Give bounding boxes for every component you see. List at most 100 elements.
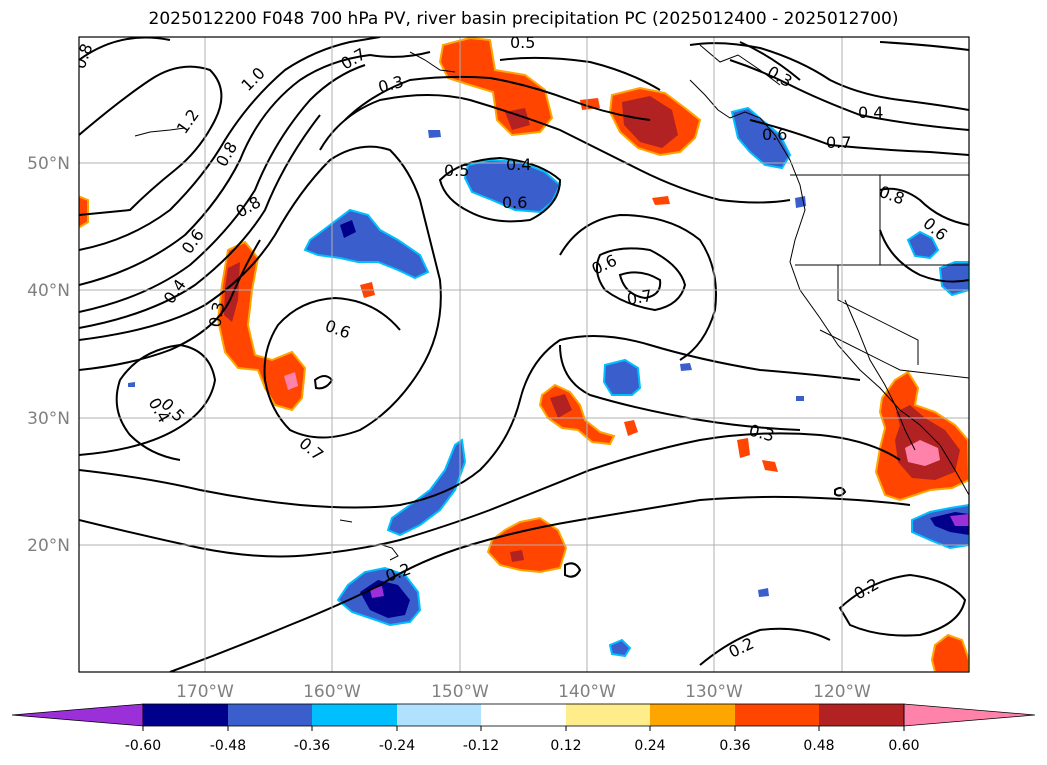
anomaly-patch bbox=[550, 394, 572, 418]
anomaly-patch bbox=[128, 382, 135, 387]
contour-line bbox=[595, 247, 687, 312]
lon-label-160w: 160°W bbox=[303, 682, 361, 702]
contour-line bbox=[749, 119, 969, 156]
colorbar-tick-labels: -0.60 -0.48 -0.36 -0.24 -0.12 0.12 0.24 … bbox=[125, 738, 920, 754]
anomaly-patch bbox=[428, 130, 441, 138]
colorbar-lower-extend bbox=[11, 703, 144, 727]
colorbar-bin bbox=[481, 704, 566, 726]
latitude-labels: 50°N 40°N 30°N 20°N bbox=[27, 154, 70, 556]
pv-contours bbox=[79, 37, 969, 672]
contour-line bbox=[319, 94, 791, 204]
anomaly-patch bbox=[730, 106, 792, 170]
anomaly-patch bbox=[930, 633, 969, 672]
lat-label-50n: 50°N bbox=[27, 154, 70, 174]
contour-line bbox=[79, 432, 901, 558]
anomaly-patch bbox=[737, 438, 750, 458]
contour-line bbox=[79, 64, 366, 313]
contour-line bbox=[739, 41, 801, 81]
coastline bbox=[381, 544, 399, 561]
contour-label: 0.7 bbox=[826, 133, 851, 152]
coastline bbox=[844, 299, 916, 451]
contour-line bbox=[699, 627, 831, 666]
border bbox=[819, 329, 969, 379]
anomaly-patch bbox=[284, 372, 298, 390]
lat-label-20n: 20°N bbox=[27, 536, 70, 556]
contour-label: 0.3 bbox=[205, 300, 228, 328]
contour-line bbox=[79, 239, 261, 371]
anomaly-patch bbox=[950, 514, 969, 526]
contour-label: 0.6 bbox=[762, 125, 787, 144]
contour-line bbox=[499, 56, 661, 91]
longitude-labels: 170°W 160°W 150°W 140°W 130°W 120°W bbox=[176, 682, 871, 702]
anomaly-patch bbox=[796, 396, 804, 401]
colorbar-tick-label: -0.36 bbox=[294, 738, 330, 754]
colorbar-outline bbox=[142, 703, 905, 727]
contour-line bbox=[79, 65, 223, 216]
anomaly-patch bbox=[624, 420, 638, 436]
anomaly-patch bbox=[386, 438, 467, 537]
contour-label: 0.4 bbox=[858, 103, 883, 122]
lon-label-170w: 170°W bbox=[176, 682, 234, 702]
colorbar-tick-label: 0.60 bbox=[888, 738, 919, 754]
contour-line bbox=[79, 145, 442, 439]
contour-line bbox=[169, 495, 911, 672]
contour-line bbox=[438, 156, 562, 223]
contour-line bbox=[729, 59, 969, 131]
positive-anomaly-patches bbox=[79, 37, 969, 672]
colorbar-bin bbox=[228, 704, 312, 726]
contour-label: 0.5 bbox=[444, 161, 469, 180]
anomaly-patch bbox=[510, 550, 524, 562]
anomaly-patch bbox=[79, 195, 89, 229]
lon-label-120w: 120°W bbox=[813, 682, 871, 702]
contour-line bbox=[879, 41, 969, 51]
colorbar-tick-label: 0.24 bbox=[634, 738, 665, 754]
coastline bbox=[409, 51, 456, 73]
contour-line bbox=[79, 343, 217, 461]
colorbar-tick-label: 0.48 bbox=[803, 738, 834, 754]
contour-label: 0.5 bbox=[510, 33, 535, 52]
colorbar-ticks bbox=[142, 726, 905, 731]
lat-label-30n: 30°N bbox=[27, 409, 70, 429]
anomaly-patch bbox=[224, 262, 240, 322]
contour-line bbox=[559, 213, 717, 361]
colorbar-bin bbox=[312, 704, 397, 726]
gridlines bbox=[79, 37, 969, 672]
colorbar: -0.60 -0.48 -0.36 -0.24 -0.12 0.12 0.24 … bbox=[11, 703, 1036, 754]
anomaly-patch bbox=[303, 208, 430, 280]
anomaly-patch bbox=[758, 588, 769, 597]
coastline bbox=[339, 519, 353, 523]
contour-label: 0.7 bbox=[625, 286, 653, 309]
contour-line bbox=[838, 573, 967, 637]
colorbar-bin bbox=[566, 704, 650, 726]
colorbar-bin bbox=[650, 704, 735, 726]
colorbar-tick-label: -0.48 bbox=[210, 738, 246, 754]
contour-line bbox=[618, 271, 662, 300]
colorbar-tick-label: -0.24 bbox=[379, 738, 415, 754]
negative-anomaly-patches bbox=[128, 106, 969, 658]
contour-line bbox=[559, 344, 801, 431]
colorbar-upper-extend bbox=[903, 703, 1036, 727]
coastline bbox=[134, 127, 186, 137]
colorbar-bin bbox=[735, 704, 819, 726]
contour-line bbox=[689, 42, 969, 111]
map-frame bbox=[78, 36, 970, 673]
lat-label-40n: 40°N bbox=[27, 281, 70, 301]
contour-label: 0.4 bbox=[506, 155, 531, 174]
border bbox=[837, 265, 919, 365]
anomaly-patch bbox=[680, 363, 692, 371]
colorbar-tick-label: -0.12 bbox=[463, 738, 499, 754]
contour-line bbox=[344, 75, 651, 121]
anomaly-patch bbox=[608, 638, 632, 658]
colorbar-tick-label: -0.60 bbox=[125, 738, 161, 754]
anomaly-patch bbox=[906, 230, 940, 260]
contour-line bbox=[879, 229, 969, 283]
colorbar-bin bbox=[819, 704, 904, 726]
lon-label-130w: 130°W bbox=[685, 682, 743, 702]
colorbar-bin bbox=[143, 704, 228, 726]
anomaly-patch bbox=[622, 96, 678, 148]
contour-label: 0.6 bbox=[502, 193, 527, 212]
lon-label-140w: 140°W bbox=[558, 682, 616, 702]
colorbar-tick-label: 0.12 bbox=[550, 738, 581, 754]
contour-line bbox=[79, 37, 381, 251]
